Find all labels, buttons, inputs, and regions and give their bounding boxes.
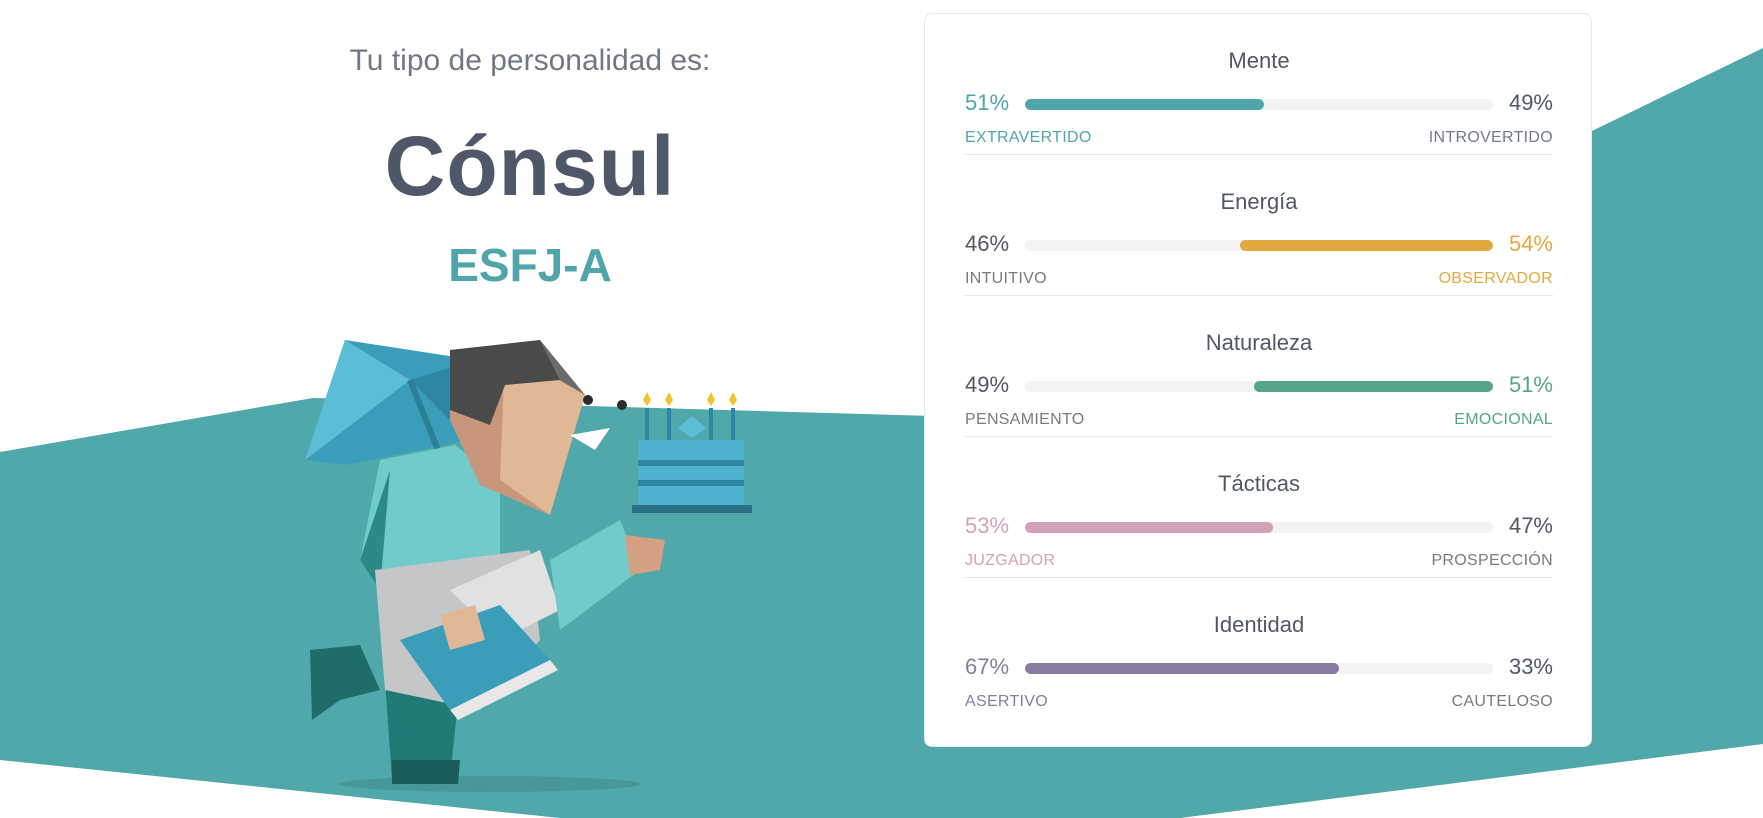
trait-right-label: EMOCIONAL bbox=[1454, 411, 1553, 428]
trait-left-percent: 67% bbox=[965, 654, 1010, 679]
trait-left-percent: 49% bbox=[965, 372, 1010, 397]
trait-left-label: PENSAMIENTO bbox=[965, 411, 1085, 428]
trait-right-percent: 54% bbox=[1508, 231, 1553, 256]
trait-bar-fill bbox=[1254, 381, 1493, 392]
trait-bar-fill bbox=[1240, 240, 1493, 251]
trait-name: Identidad bbox=[1213, 612, 1305, 637]
trait-name: Mente bbox=[1228, 48, 1290, 73]
trait-bar bbox=[1025, 522, 1493, 533]
trait-left-label: JUZGADOR bbox=[965, 552, 1056, 569]
trait-right-percent: 33% bbox=[1508, 654, 1553, 679]
trait-name: Naturaleza bbox=[1205, 330, 1313, 355]
trait-left-percent: 51% bbox=[965, 90, 1010, 115]
trait-right-percent: 47% bbox=[1508, 513, 1553, 538]
trait-right-label: PROSPECCIÓN bbox=[1431, 552, 1553, 569]
trait-right-percent: 51% bbox=[1508, 372, 1553, 397]
personality-title: Cónsul bbox=[384, 119, 676, 213]
traits-card: Mente 51% 49% EXTRAVERTIDO INTROVERTIDO … bbox=[924, 13, 1592, 747]
trait-tactics: Tácticas 53% 47% JUZGADOR PROSPECCIÓN bbox=[965, 437, 1553, 578]
trait-mind: Mente 51% 49% EXTRAVERTIDO INTROVERTIDO bbox=[965, 14, 1553, 155]
trait-left-label: EXTRAVERTIDO bbox=[965, 129, 1092, 146]
trait-right-label: CAUTELOSO bbox=[1451, 693, 1553, 710]
trait-name: Tácticas bbox=[1218, 471, 1300, 496]
trait-bar-fill bbox=[1025, 522, 1274, 533]
book-icon bbox=[400, 605, 550, 710]
trait-bar-fill bbox=[1025, 99, 1264, 110]
trait-energy: Energía 46% 54% INTUITIVO OBSERVADOR bbox=[965, 155, 1553, 296]
hero-lead: Tu tipo de personalidad es: bbox=[349, 44, 711, 77]
trait-bar-fill bbox=[1025, 663, 1339, 674]
trait-bar bbox=[1025, 99, 1493, 110]
divider bbox=[965, 295, 1553, 296]
trait-name: Energía bbox=[1220, 189, 1298, 214]
trait-right-label: INTROVERTIDO bbox=[1428, 129, 1553, 146]
divider bbox=[965, 436, 1553, 437]
trait-identity: Identidad 67% 33% ASERTIVO CAUTELOSO bbox=[965, 578, 1553, 719]
divider bbox=[965, 154, 1553, 155]
birthday-cake-icon bbox=[632, 392, 752, 513]
divider bbox=[965, 577, 1553, 578]
trait-right-label: OBSERVADOR bbox=[1438, 270, 1553, 287]
trait-right-percent: 49% bbox=[1508, 90, 1553, 115]
trait-nature: Naturaleza 49% 51% PENSAMIENTO EMOCIONAL bbox=[965, 296, 1553, 437]
trait-left-percent: 46% bbox=[965, 231, 1010, 256]
trait-bar bbox=[1025, 381, 1493, 392]
trait-left-percent: 53% bbox=[965, 513, 1010, 538]
personality-code: ESFJ-A bbox=[448, 239, 612, 291]
consul-illustration bbox=[305, 340, 752, 792]
trait-left-label: ASERTIVO bbox=[965, 693, 1049, 710]
trait-bar bbox=[1025, 663, 1493, 674]
trait-left-label: INTUITIVO bbox=[965, 270, 1047, 287]
trait-bar bbox=[1025, 240, 1493, 251]
